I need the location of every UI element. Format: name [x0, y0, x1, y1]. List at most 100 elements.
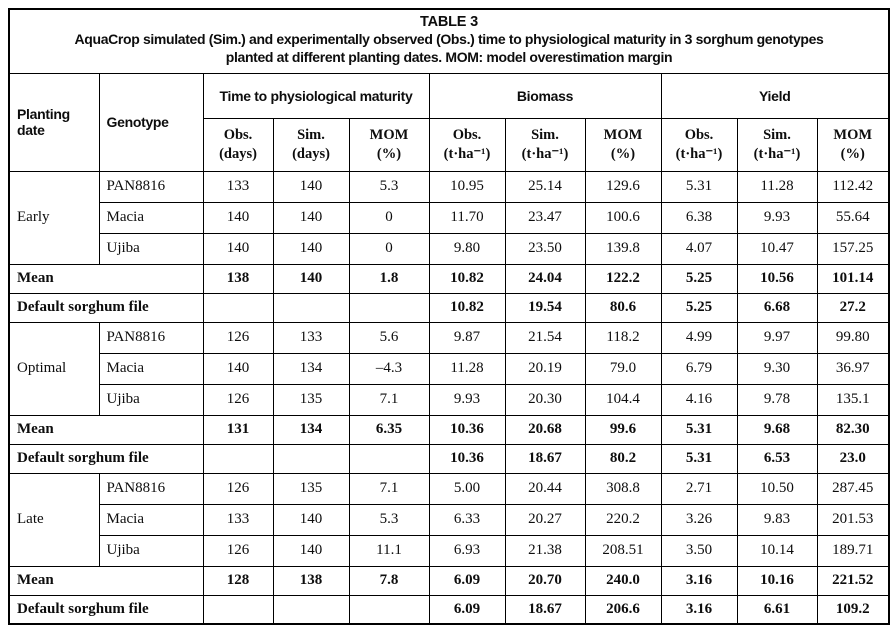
genotype-row: Ujiba 140 140 0 9.80 23.50 139.8 4.07 10.47 157.2…	[9, 232, 890, 265]
value-cell: 126	[202, 472, 274, 505]
mean-value-cell: 82.30	[816, 414, 890, 445]
mean-row: Mean 128 138 7.8 6.09 20.70 240.0 3.16 10.16 221.…	[8, 565, 890, 596]
value-cell: 126	[202, 383, 274, 416]
mean-value-cell: 134	[272, 414, 350, 445]
genotype-row: Optimal PAN8816 126 133 5.6 9.87 21.54 118.2 4.9…	[8, 321, 890, 416]
table-subtitle-line1: AquaCrop simulated (Sim.) and experiment…	[74, 31, 824, 47]
mean-value-cell: 5.25	[660, 263, 738, 294]
value-cell: 0	[348, 201, 430, 234]
default-file-value-cell	[348, 443, 430, 474]
value-cell: 5.3	[348, 503, 430, 536]
value-cell: 140	[202, 201, 274, 234]
value-cell: 20.27	[504, 503, 586, 536]
default-file-value-cell: 6.68	[736, 292, 818, 323]
default-file-value-cell: 18.67	[504, 594, 586, 625]
value-cell: 5.31	[660, 170, 738, 203]
value-cell: 189.71	[816, 534, 890, 567]
value-cell: 55.64	[816, 201, 890, 234]
default-file-value-cell: 3.16	[660, 594, 738, 625]
value-cell: 5.3	[348, 170, 430, 203]
value-cell: 9.80	[428, 232, 506, 265]
default-file-value-cell	[272, 292, 350, 323]
mean-label-cell: Mean	[8, 414, 204, 445]
value-cell: 11.28	[736, 170, 818, 203]
value-cell: 133	[272, 321, 350, 354]
value-cell: 10.95	[428, 170, 506, 203]
value-cell: 135	[272, 472, 350, 505]
genotype-row: Ujiba 126 135 7.1 9.93 20.30 104.4 4.16 9.78 135.…	[9, 383, 890, 416]
col-header-obs-days: Obs. (days)	[202, 117, 274, 172]
value-cell: 135	[272, 383, 350, 416]
value-cell: –4.3	[348, 352, 430, 385]
title-row: TABLE 3 AquaCrop simulated (Sim.) and ex…	[8, 8, 890, 74]
default-file-value-cell: 5.25	[660, 292, 738, 323]
default-file-label-cell: Default sorghum file	[8, 594, 204, 625]
value-cell: 7.1	[348, 472, 430, 505]
group-header-row: Planting date Genotype Time to physiolog…	[8, 72, 890, 172]
col-header-obs-biomass: Obs. (t·ha⁻¹)	[428, 117, 506, 172]
genotype-cell: PAN8816	[98, 321, 204, 354]
col-header-mom-maturity: MOM (%)	[348, 117, 430, 172]
mean-row: Mean 131 134 6.35 10.36 20.68 99.6 5.31 9.68 82.3…	[8, 414, 890, 445]
default-file-value-cell: 6.53	[736, 443, 818, 474]
value-cell: 20.19	[504, 352, 586, 385]
value-cell: 23.50	[504, 232, 586, 265]
value-cell: 6.93	[428, 534, 506, 567]
default-file-row: Default sorghum file 6.09 18.67 206.6 3.16 6.…	[8, 594, 890, 625]
genotype-row: Early PAN8816 133 140 5.3 10.95 25.14 129.6 5.31…	[8, 170, 890, 265]
mean-label-cell: Mean	[8, 263, 204, 294]
value-cell: 2.71	[660, 472, 738, 505]
mean-value-cell: 128	[202, 565, 274, 596]
value-cell: 140	[272, 503, 350, 536]
default-file-value-cell: 23.0	[816, 443, 890, 474]
mean-value-cell: 20.70	[504, 565, 586, 596]
mean-value-cell: 9.68	[736, 414, 818, 445]
genotype-row: Ujiba 126 140 11.1 6.93 21.38 208.51 3.50 10.14 1…	[9, 534, 890, 567]
default-file-value-cell: 18.67	[504, 443, 586, 474]
mean-value-cell: 6.35	[348, 414, 430, 445]
value-cell: 9.83	[736, 503, 818, 536]
mean-value-cell: 101.14	[816, 263, 890, 294]
value-cell: 10.47	[736, 232, 818, 265]
default-file-value-cell: 6.09	[428, 594, 506, 625]
default-file-value-cell: 6.61	[736, 594, 818, 625]
value-cell: 208.51	[584, 534, 662, 567]
value-cell: 4.07	[660, 232, 738, 265]
table-caption: TABLE 3 AquaCrop simulated (Sim.) and ex…	[8, 8, 890, 74]
value-cell: 201.53	[816, 503, 890, 536]
default-file-value-cell: 19.54	[504, 292, 586, 323]
mean-value-cell: 24.04	[504, 263, 586, 294]
value-cell: 140	[272, 534, 350, 567]
mean-value-cell: 122.2	[584, 263, 662, 294]
genotype-cell: PAN8816	[98, 170, 204, 203]
default-file-label-cell: Default sorghum file	[8, 443, 204, 474]
value-cell: 4.16	[660, 383, 738, 416]
table-3: TABLE 3 AquaCrop simulated (Sim.) and ex…	[8, 8, 891, 626]
default-file-value-cell	[272, 443, 350, 474]
mean-value-cell: 240.0	[584, 565, 662, 596]
value-cell: 11.28	[428, 352, 506, 385]
value-cell: 3.26	[660, 503, 738, 536]
mean-value-cell: 131	[202, 414, 274, 445]
value-cell: 0	[348, 232, 430, 265]
value-cell: 11.1	[348, 534, 430, 567]
value-cell: 5.6	[348, 321, 430, 354]
default-file-value-cell: 109.2	[816, 594, 890, 625]
value-cell: 287.45	[816, 472, 890, 505]
genotype-cell: Macia	[98, 352, 204, 385]
value-cell: 129.6	[584, 170, 662, 203]
value-cell: 126	[202, 534, 274, 567]
mean-value-cell: 6.09	[428, 565, 506, 596]
group-header-maturity: Time to physiological maturity	[202, 72, 430, 119]
value-cell: 9.78	[736, 383, 818, 416]
table-subtitle-line2: planted at different planting dates. MOM…	[225, 49, 673, 66]
default-file-value-cell	[202, 292, 274, 323]
default-file-value-cell	[272, 594, 350, 625]
value-cell: 21.38	[504, 534, 586, 567]
mean-value-cell: 10.82	[428, 263, 506, 294]
mean-value-cell: 20.68	[504, 414, 586, 445]
value-cell: 140	[202, 232, 274, 265]
value-cell: 21.54	[504, 321, 586, 354]
col-header-sim-biomass: Sim. (t·ha⁻¹)	[504, 117, 586, 172]
value-cell: 6.33	[428, 503, 506, 536]
